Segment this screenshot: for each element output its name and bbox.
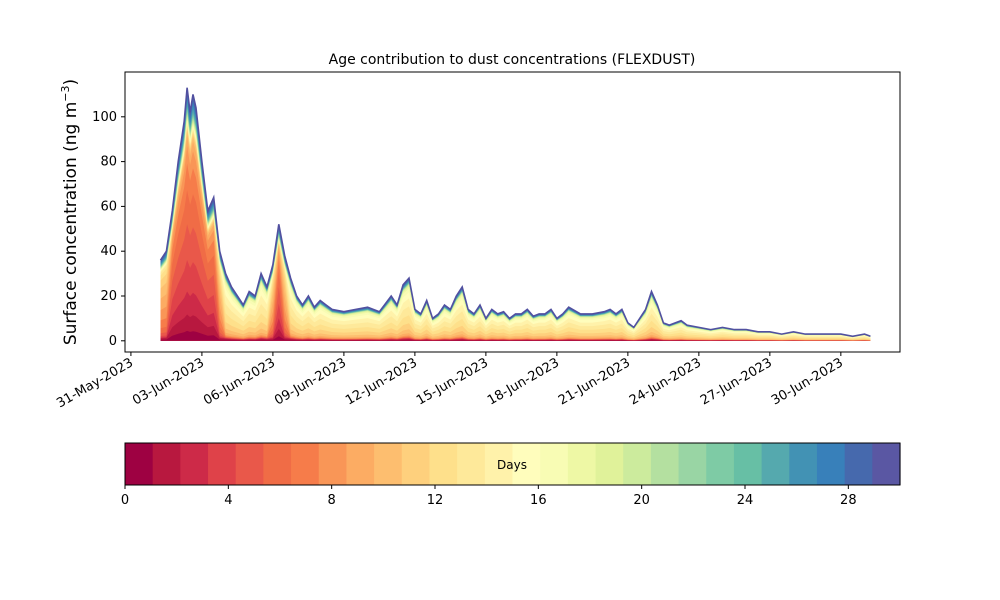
- chart-title: Age contribution to dust concentrations …: [329, 52, 696, 68]
- y-tick-label: 100: [92, 110, 117, 125]
- x-tick-label: 24-Jun-2023: [627, 355, 704, 408]
- colorbar-segment: [152, 443, 181, 485]
- colorbar-tick-label: 20: [633, 493, 650, 508]
- colorbar: [125, 443, 901, 485]
- colorbar-segment: [733, 443, 763, 485]
- colorbar-tick-label: 12: [427, 493, 444, 508]
- y-tick-label: 40: [100, 244, 117, 259]
- colorbar-segment: [180, 443, 209, 485]
- colorbar-frame: [124, 442, 901, 486]
- colorbar-ticks: 0 4 8 12 16 20 24 28: [121, 485, 857, 508]
- colorbar-segment: [761, 443, 790, 485]
- colorbar-segment: [401, 443, 431, 485]
- total-concentration-outline: [159, 87, 871, 338]
- x-tick-label: 12-Jun-2023: [343, 355, 420, 408]
- x-tick-label: 09-Jun-2023: [272, 355, 349, 408]
- colorbar-label: Days: [497, 458, 527, 472]
- colorbar-tick-label: 28: [840, 493, 857, 508]
- colorbar-segment: [512, 443, 541, 485]
- x-tick-label: 18-Jun-2023: [485, 355, 562, 408]
- x-tick-label: 30-Jun-2023: [769, 355, 846, 408]
- colorbar-segment: [235, 443, 264, 485]
- x-axis-ticks: 31-May-202303-Jun-202306-Jun-202309-Jun-…: [54, 352, 846, 411]
- colorbar-segment: [623, 443, 652, 485]
- colorbar-segment: [346, 443, 375, 485]
- colorbar-segment: [540, 443, 569, 485]
- colorbar-segment: [125, 443, 154, 485]
- stacked-area-layers: [160, 87, 871, 341]
- colorbar-segment: [208, 443, 237, 485]
- y-axis-label: Surface concentration (ng m−3): [59, 79, 81, 345]
- colorbar-segment: [706, 443, 735, 485]
- x-tick-label: 21-Jun-2023: [556, 355, 633, 408]
- colorbar-segment: [291, 443, 320, 485]
- colorbar-segment: [789, 443, 818, 485]
- colorbar-segment: [678, 443, 707, 485]
- colorbar-segment: [374, 443, 403, 485]
- x-tick-label: 27-Jun-2023: [698, 355, 775, 408]
- colorbar-segment: [318, 443, 348, 485]
- colorbar-segment: [650, 443, 680, 485]
- colorbar-tick-label: 0: [121, 493, 129, 508]
- x-tick-label: 03-Jun-2023: [130, 355, 207, 408]
- colorbar-segment: [567, 443, 597, 485]
- y-tick-label: 0: [109, 334, 117, 349]
- x-tick-label: 31-May-2023: [54, 355, 136, 411]
- y-axis-ticks: 0 20 40 60 80 100: [92, 110, 125, 349]
- age-band-area-13: [160, 121, 871, 341]
- colorbar-tick-label: 8: [328, 493, 336, 508]
- colorbar-tick-label: 16: [530, 493, 547, 508]
- age-band-area-11: [160, 125, 871, 341]
- colorbar-segment: [429, 443, 458, 485]
- colorbar-segment: [872, 443, 901, 485]
- colorbar-segment: [816, 443, 846, 485]
- x-tick-label: 06-Jun-2023: [201, 355, 278, 408]
- colorbar-segment: [484, 443, 514, 485]
- colorbar-segment: [595, 443, 624, 485]
- x-tick-label: 15-Jun-2023: [414, 355, 491, 408]
- colorbar-tick-label: 24: [737, 493, 754, 508]
- y-tick-label: 80: [100, 155, 117, 170]
- colorbar-tick-label: 4: [224, 493, 232, 508]
- y-tick-label: 20: [100, 289, 117, 304]
- colorbar-segment: [844, 443, 873, 485]
- y-tick-label: 60: [100, 199, 117, 214]
- colorbar-segment: [263, 443, 292, 485]
- plot-frame: [124, 71, 901, 353]
- colorbar-segment: [457, 443, 486, 485]
